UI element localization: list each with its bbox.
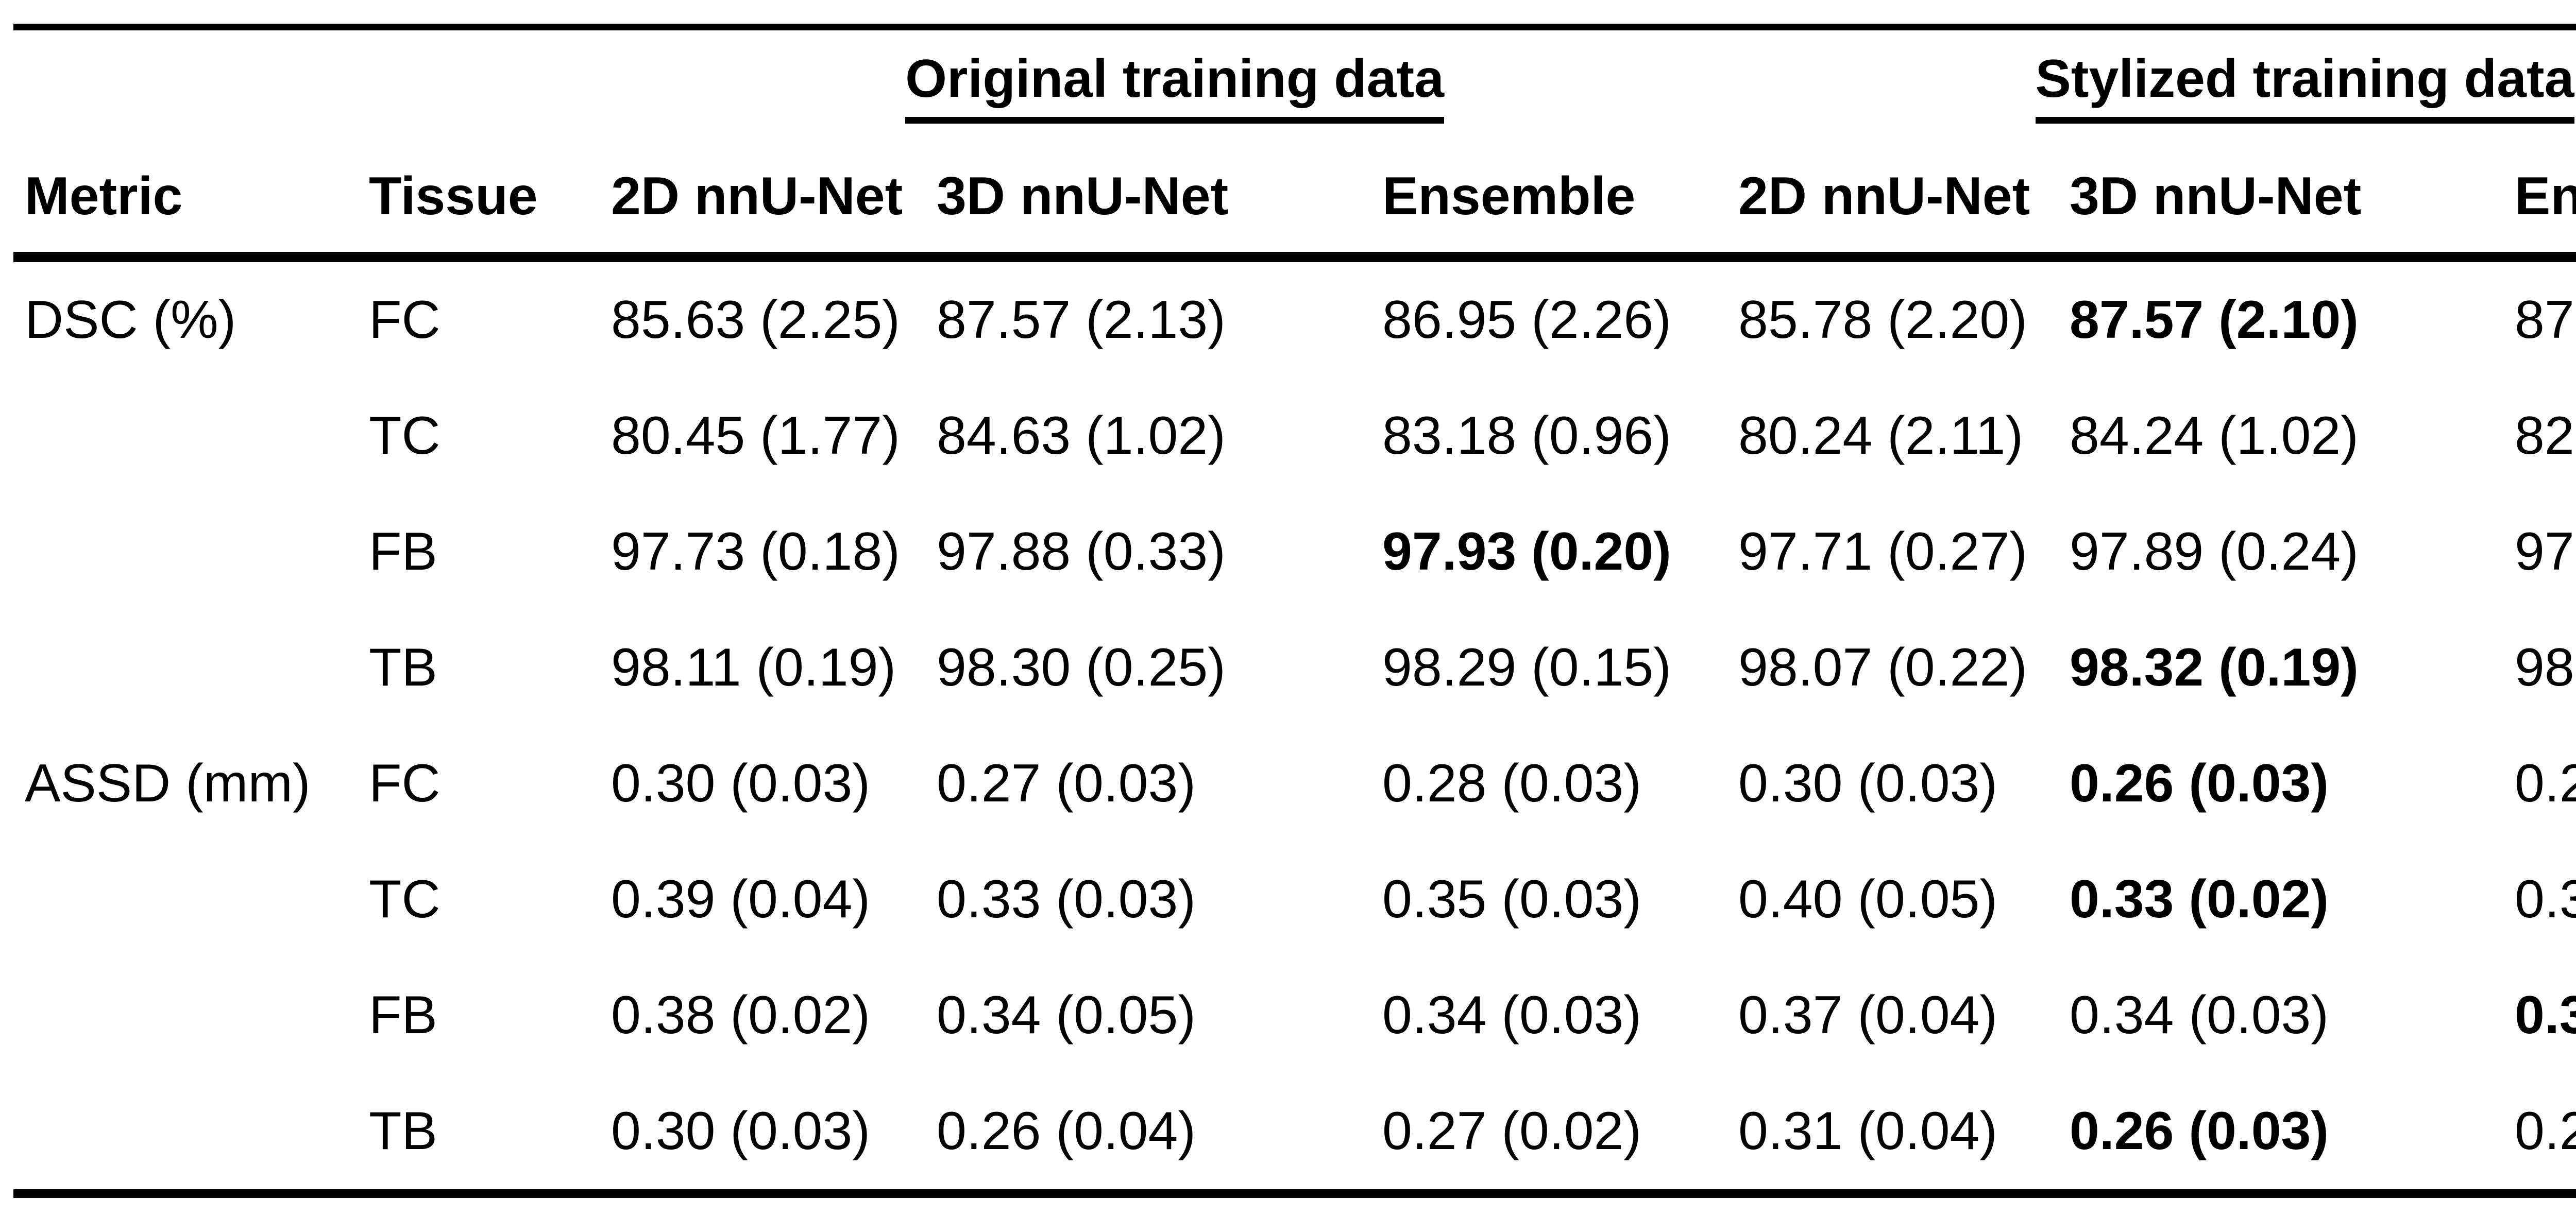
value-cell: 0.30 (0.03) — [1738, 754, 1998, 813]
value-cell: 80.24 (2.11) — [1738, 406, 2024, 466]
value-cell: 87.57 (2.13) — [937, 290, 1226, 350]
value-cell: 0.27 (0.03) — [937, 754, 1196, 813]
group-header-original-training: Original training data — [611, 24, 1739, 141]
results-table: Original training data Stylized training… — [13, 24, 2576, 1198]
column-header-tissue: Tissue — [369, 141, 611, 262]
value-cell: 86.95 (2.26) — [1382, 290, 1671, 350]
value-cell: 82.76 (1.22) — [2515, 406, 2576, 466]
table-row: FB 0.38 (0.02) 0.34 (0.05) 0.34 (0.03) 0.37 … — [13, 957, 2576, 1073]
value-cell: 0.40 (0.05) — [1738, 869, 1998, 929]
value-cell: 97.89 (0.24) — [2070, 522, 2359, 581]
column-header-metric: Metric — [13, 141, 369, 262]
value-cell: 98.32 (0.19) — [2070, 638, 2359, 697]
tissue-cell: FB — [369, 522, 437, 581]
tissue-cell: TB — [369, 1073, 611, 1198]
table-row: TC 80.45 (1.77) 84.63 (1.02) 83.18 (0.96) 80… — [13, 378, 2576, 494]
value-cell: 98.11 (0.19) — [611, 638, 896, 697]
tissue-cell: FC — [369, 754, 440, 813]
table-row: TC 0.39 (0.04) 0.33 (0.03) 0.35 (0.03) 0.40 … — [13, 842, 2576, 957]
value-cell: 0.26 (0.03) — [2070, 1073, 2515, 1198]
table-row: TB 98.11 (0.19) 98.30 (0.25) 98.29 (0.15) 98… — [13, 610, 2576, 726]
value-cell: 0.34 (0.02) — [2515, 985, 2576, 1045]
value-cell: 0.37 (0.04) — [1738, 985, 1998, 1045]
metric-cell — [13, 957, 369, 1073]
table-row: FB 97.73 (0.18) 97.88 (0.33) 97.93 (0.20) 97… — [13, 494, 2576, 610]
column-header-model-1: 3D nnU-Net — [937, 141, 1382, 262]
value-cell: 84.24 (1.02) — [2070, 406, 2359, 466]
value-cell: 97.88 (0.33) — [937, 522, 1226, 581]
value-cell: 0.28 (0.03) — [1382, 754, 1641, 813]
value-cell: 84.63 (1.02) — [937, 406, 1226, 466]
value-cell: 98.30 (0.25) — [937, 638, 1226, 697]
value-cell: 0.38 (0.02) — [611, 985, 870, 1045]
tissue-cell: FC — [369, 290, 440, 350]
column-header-model-0: 2D nnU-Net — [611, 141, 937, 262]
model-header-row: Metric Tissue 2D nnU-Net 3D nnU-Net Ensemb… — [13, 141, 2576, 262]
table-row: DSC (%) FC 85.63 (2.25) 87.57 (2.13) 86.95 (… — [13, 257, 2576, 378]
value-cell: 85.63 (2.25) — [611, 290, 900, 350]
value-cell: 0.34 (0.03) — [2070, 985, 2329, 1045]
value-cell: 80.45 (1.77) — [611, 406, 900, 466]
value-cell: 85.78 (2.20) — [1738, 290, 2027, 350]
value-cell: 0.35 (0.03) — [1382, 869, 1641, 929]
value-cell: 0.30 (0.03) — [611, 754, 870, 813]
column-header-model-5: Ensemble — [2515, 141, 2576, 262]
value-cell: 0.34 (0.03) — [1382, 985, 1641, 1045]
group-header-spacer — [13, 24, 611, 141]
value-cell: 0.33 (0.02) — [2070, 869, 2329, 929]
column-header-model-3: 2D nnU-Net — [1738, 141, 2070, 262]
value-cell: 97.71 (0.27) — [1738, 522, 2027, 581]
value-cell: 0.31 (0.04) — [1738, 1073, 2070, 1198]
column-header-model-2: Ensemble — [1382, 141, 1739, 262]
value-cell: 98.29 (0.15) — [1382, 638, 1671, 697]
column-header-model-4: 3D nnU-Net — [2070, 141, 2515, 262]
value-cell: 0.27 (0.02) — [1382, 1073, 1739, 1198]
value-cell: 98.27 (0.17) — [2515, 638, 2576, 697]
value-cell: 97.73 (0.18) — [611, 522, 900, 581]
table-row: ASSD (mm) FC 0.30 (0.03) 0.27 (0.03) 0.28 (0… — [13, 726, 2576, 842]
metric-cell — [13, 378, 369, 494]
results-table-body: DSC (%) FC 85.63 (2.25) 87.57 (2.13) 86.95 (… — [13, 257, 2576, 1198]
value-cell: 0.35 (0.03) — [2515, 869, 2576, 929]
metric-cell — [13, 610, 369, 726]
tissue-cell: TC — [369, 869, 440, 929]
group-header-row: Original training data Stylized training… — [13, 24, 2576, 141]
value-cell: 0.26 (0.04) — [937, 1073, 1382, 1198]
group-header-label: Original training data — [905, 48, 1444, 124]
tissue-cell: TC — [369, 406, 440, 466]
metric-cell — [13, 1073, 369, 1198]
table-row: TB 0.30 (0.03) 0.26 (0.04) 0.27 (0.02) 0.31 … — [13, 1073, 2576, 1198]
value-cell: 87.00 (2.16) — [2515, 290, 2576, 350]
metric-cell: DSC (%) — [25, 290, 236, 350]
metric-cell — [13, 494, 369, 610]
value-cell: 0.34 (0.05) — [937, 985, 1196, 1045]
value-cell: 87.57 (2.10) — [2070, 290, 2359, 350]
metric-cell: ASSD (mm) — [25, 754, 311, 813]
value-cell: 83.18 (0.96) — [1382, 406, 1671, 466]
group-header-stylized-training: Stylized training data — [1738, 24, 2576, 141]
value-cell: 0.39 (0.04) — [611, 869, 870, 929]
value-cell: 0.30 (0.03) — [611, 1073, 937, 1198]
value-cell: 0.27 (0.03) — [2515, 754, 2576, 813]
value-cell: 0.26 (0.03) — [2070, 754, 2329, 813]
tissue-cell: TB — [369, 638, 437, 697]
value-cell: 98.07 (0.22) — [1738, 638, 2027, 697]
group-header-label: Stylized training data — [2035, 48, 2574, 124]
value-cell: 0.33 (0.03) — [937, 869, 1196, 929]
tissue-cell: FB — [369, 985, 437, 1045]
metric-cell — [13, 842, 369, 957]
value-cell: 97.93 (0.20) — [1382, 522, 1671, 581]
value-cell: 97.89 (0.20) — [2515, 522, 2576, 581]
value-cell: 0.27 (0.03) — [2515, 1073, 2576, 1198]
